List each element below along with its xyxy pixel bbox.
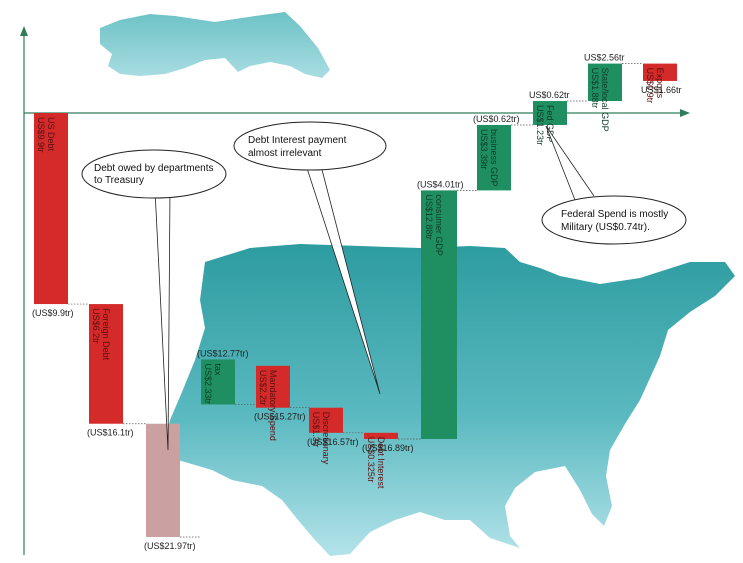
bar-name-us-debt: US Debt xyxy=(46,117,56,152)
bar-name-state-local-gdp: State/local GDP xyxy=(600,68,610,132)
level-label-top-tax: (US$12.77tr) xyxy=(197,348,249,358)
level-label-discretionary: (US$16.57tr) xyxy=(307,437,359,447)
callout-debt-interest-line1: Debt Interest payment xyxy=(248,135,347,146)
callout-debt-interest-line2: almost irrelevant xyxy=(248,148,322,159)
callout-debt-owed: Debt owed by departments to Treasury xyxy=(81,149,227,451)
alaska-map-shape xyxy=(100,12,330,78)
bars-layer xyxy=(34,63,677,538)
level-label-unlabeled: (US$21.97tr) xyxy=(144,541,196,551)
callout-federal-spend-tail xyxy=(545,125,595,201)
connectors-layer xyxy=(68,63,643,538)
bar-discretionary xyxy=(309,407,343,433)
callout-debt-interest-tail xyxy=(304,161,381,395)
bar-value-us-debt: US$9.9tr xyxy=(36,117,46,153)
bar-value-consumer-gdp: US$12.88tr xyxy=(424,194,434,240)
bar-consumer-gdp xyxy=(421,190,457,439)
callout-debt-interest-bubble xyxy=(233,121,387,171)
bar-name-tax: tax xyxy=(213,363,223,376)
bar-value-mandatory-spend: US$2.2tr xyxy=(258,370,268,406)
level-label-top-fed-gdp: US$0.62tr xyxy=(529,90,570,100)
bar-mandatory-spend xyxy=(256,365,290,408)
callout-federal-spend: Federal Spend is mostly Military (US$0.7… xyxy=(541,125,687,245)
level-label-us-debt: (US$9.9tr) xyxy=(32,308,74,318)
level-label-debt-interest: (US$16.89tr) xyxy=(362,443,414,453)
level-label-top-business-gdp: (US$0.62tr) xyxy=(473,114,520,124)
bar-value-tax: US$2.33tr xyxy=(203,363,213,404)
level-label-foreign-debt: (US$16.1tr) xyxy=(87,428,134,438)
bar-debt-interest xyxy=(364,432,398,439)
bar-value-exports: US$0.9tr xyxy=(645,68,655,104)
bar-name-discretionary: Discretionary xyxy=(321,412,331,465)
bar-value-business-gdp: US$3.39tr xyxy=(479,129,489,170)
bar-name-mandatory-spend: Mandatory Spend xyxy=(268,370,278,441)
bar-name-foreign-debt: Foreign Debt xyxy=(101,308,111,361)
bar-tax xyxy=(201,359,235,405)
callout-debt-owed-bubble xyxy=(81,149,227,199)
bar-value-debt-interest: US$0.325tr xyxy=(366,437,376,483)
callout-federal-spend-line1: Federal Spend is mostly xyxy=(561,209,668,220)
callout-debt-interest: Debt Interest payment almost irrelevant xyxy=(233,121,387,395)
bar-fed-gdp xyxy=(533,101,567,125)
bar-name-consumer-gdp: consumer GDP xyxy=(434,194,444,256)
bar-state-local-gdp xyxy=(588,63,622,102)
zero-baseline-arrow xyxy=(680,109,690,117)
callout-debt-owed-line2: to Treasury xyxy=(94,175,144,186)
bar-business-gdp xyxy=(477,124,511,191)
callout-federal-spend-bubble xyxy=(541,195,687,245)
callout-debt-owed-line1: Debt owed by departments xyxy=(94,163,214,174)
bar-exports xyxy=(643,63,677,81)
callout-federal-spend-line2: Military (US$0.74tr). xyxy=(561,222,650,233)
bar-value-discretionary: US$1.3tr xyxy=(311,412,321,448)
bar-foreign-debt xyxy=(89,304,123,424)
bar-us-debt xyxy=(34,113,68,305)
bar-name-fed-gdp: Fed GDP xyxy=(545,105,555,143)
bar-value-fed-gdp: US$1.23tr xyxy=(535,105,545,146)
level-label-mandatory-spend: (US$15.27tr) xyxy=(254,412,306,422)
bar-name-exports: Exports xyxy=(655,68,665,99)
bar-name-business-gdp: business GDP xyxy=(489,129,499,187)
callout-debt-owed-tail xyxy=(154,189,171,451)
bar-value-state-local-gdp: US$1.88tr xyxy=(590,68,600,109)
bar-name-debt-interest: Debt Interest xyxy=(376,437,386,489)
level-label-top-consumer-gdp: (US$4.01tr) xyxy=(417,179,464,189)
level-label-top-state-local-gdp: US$2.56tr xyxy=(584,53,625,63)
bar-value-foreign-debt: US$6.2tr xyxy=(91,308,101,344)
level-label-exports: US$1.66tr xyxy=(641,85,682,95)
y-axis-arrow xyxy=(20,26,28,36)
bar-unlabeled xyxy=(146,423,180,538)
